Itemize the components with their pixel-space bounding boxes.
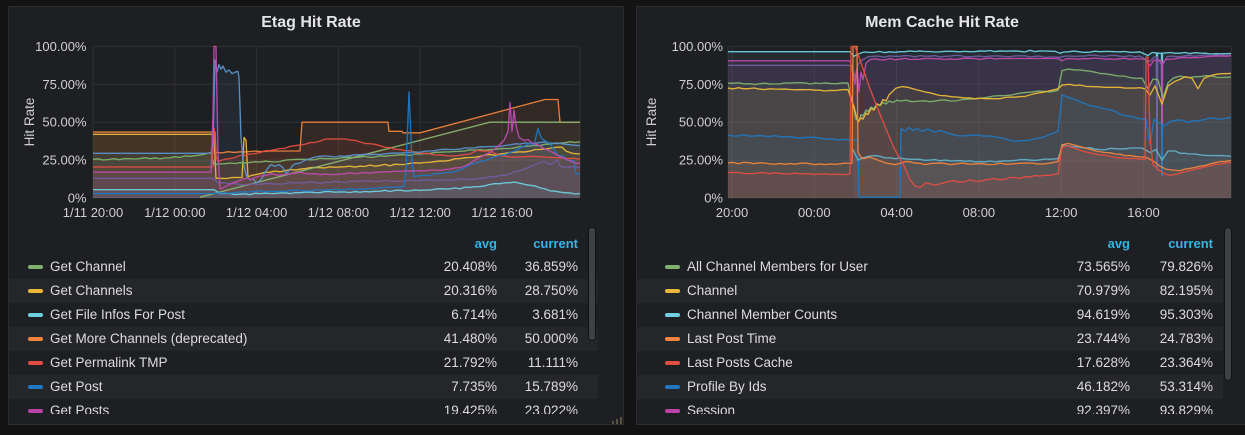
svg-text:1/12 00:00: 1/12 00:00: [144, 205, 205, 220]
svg-text:25.00%: 25.00%: [42, 153, 87, 168]
svg-text:1/12 12:00: 1/12 12:00: [389, 205, 450, 220]
svg-text:1/12 08:00: 1/12 08:00: [308, 205, 369, 220]
svg-text:20:00: 20:00: [716, 205, 749, 220]
svg-text:04:00: 04:00: [880, 205, 913, 220]
svg-text:1/12 04:00: 1/12 04:00: [226, 205, 287, 220]
svg-text:Hit Rate: Hit Rate: [644, 98, 659, 147]
svg-text:100.00%: 100.00%: [672, 39, 724, 54]
svg-text:25.00%: 25.00%: [679, 153, 724, 168]
svg-text:50.00%: 50.00%: [42, 115, 87, 130]
svg-text:75.00%: 75.00%: [42, 77, 87, 92]
svg-text:12:00: 12:00: [1045, 205, 1078, 220]
svg-text:Hit Rate: Hit Rate: [22, 98, 37, 147]
svg-text:08:00: 08:00: [963, 205, 996, 220]
svg-text:0%: 0%: [68, 191, 87, 206]
svg-text:75.00%: 75.00%: [679, 77, 724, 92]
svg-text:100.00%: 100.00%: [35, 39, 87, 54]
svg-text:50.00%: 50.00%: [679, 115, 724, 130]
svg-text:16:00: 16:00: [1127, 205, 1160, 220]
svg-text:00:00: 00:00: [798, 205, 831, 220]
svg-text:1/12 16:00: 1/12 16:00: [471, 205, 532, 220]
svg-text:1/11 20:00: 1/11 20:00: [63, 205, 123, 220]
svg-text:0%: 0%: [704, 191, 723, 206]
